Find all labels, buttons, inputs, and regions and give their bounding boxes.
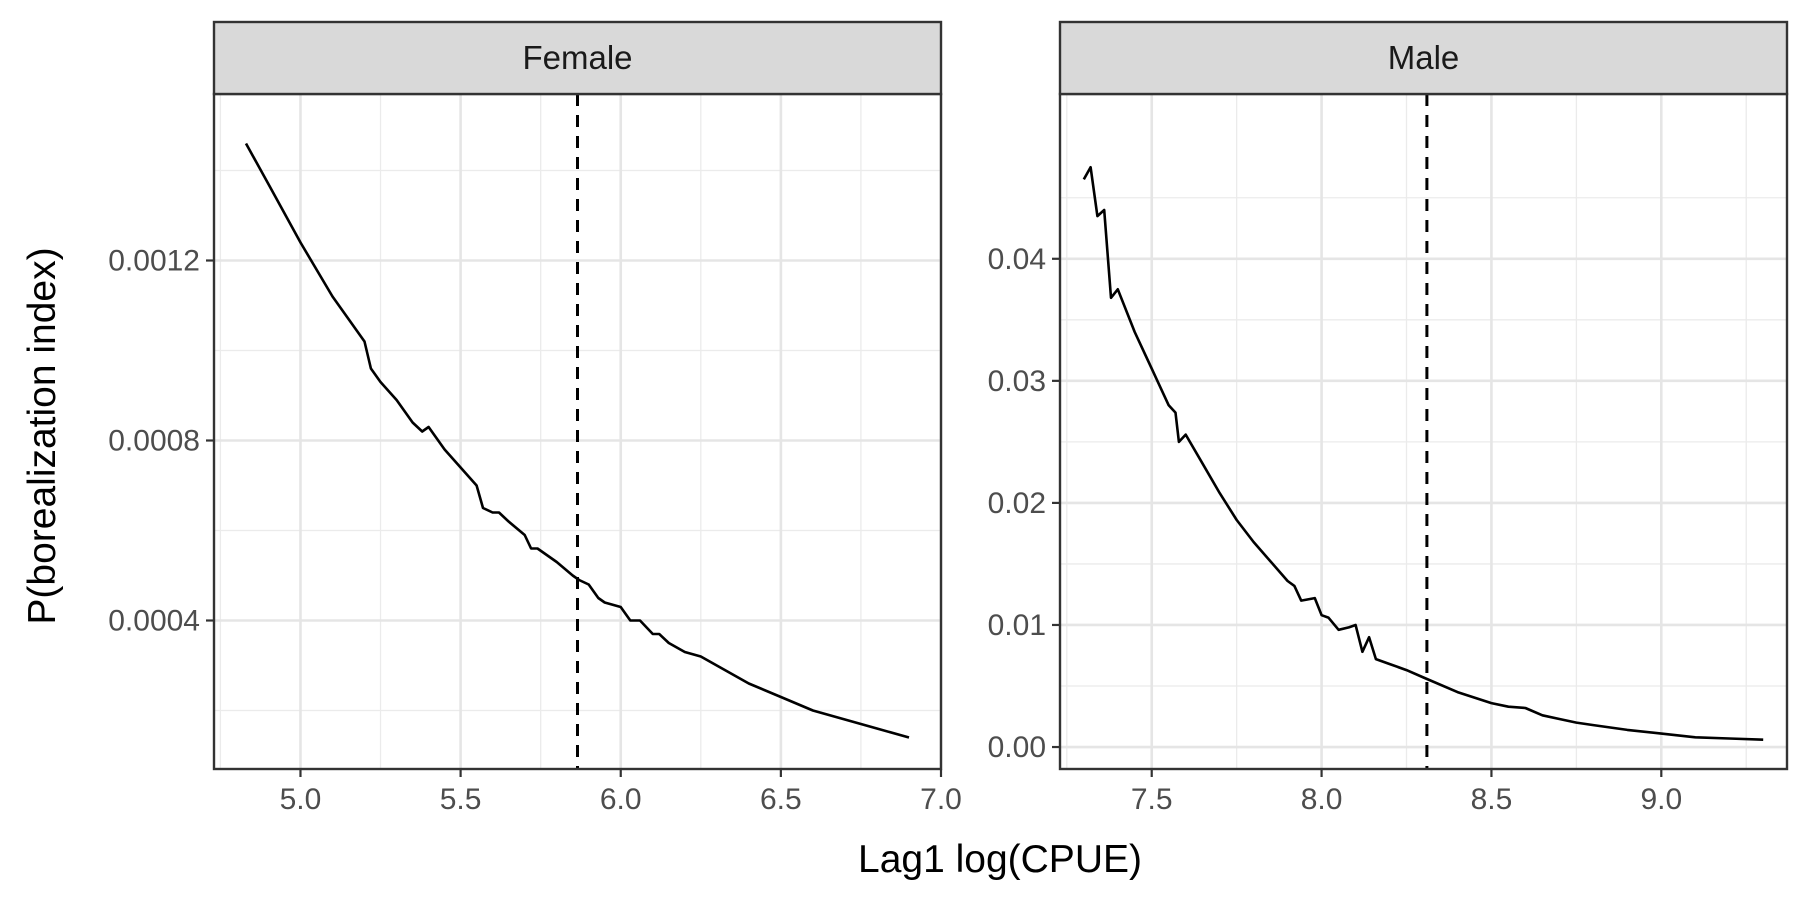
x-tick-label: 7.5 bbox=[1131, 783, 1173, 816]
x-tick-label: 5.5 bbox=[440, 783, 482, 816]
y-tick-label: 0.01 bbox=[988, 609, 1046, 642]
facet-label-female: Female bbox=[522, 39, 632, 76]
facet-strip-female bbox=[212, 20, 943, 96]
plot-background-male bbox=[1060, 94, 1787, 769]
gridlines-male bbox=[1060, 94, 1787, 769]
y-tick-label: 0.0004 bbox=[108, 605, 200, 638]
x-tick-label: 6.0 bbox=[600, 783, 642, 816]
x-tick-label: 7.0 bbox=[920, 783, 962, 816]
panel-male: Male 7.5 8.0 8.5 9.0 0.00 0.01 0.02 0.03 0.04 bbox=[988, 20, 1789, 816]
y-tick-label: 0.0012 bbox=[108, 245, 200, 278]
y-axis-title: P(borealization index) bbox=[21, 247, 64, 624]
x-tick-label: 9.0 bbox=[1640, 783, 1682, 816]
x-tick-label: 8.5 bbox=[1471, 783, 1513, 816]
series-line-female bbox=[244, 142, 910, 739]
panel-female: Female 5.0 5.5 6.0 6.5 7.0 0.0004 0.0008 0.0012 bbox=[108, 20, 962, 816]
series-line-male bbox=[1082, 165, 1764, 741]
x-tick-label: 6.5 bbox=[760, 783, 802, 816]
x-axis-title: Lag1 log(CPUE) bbox=[858, 838, 1142, 881]
y-tick-label: 0.00 bbox=[988, 731, 1046, 764]
facet-label-male: Male bbox=[1388, 39, 1460, 76]
y-tick-label: 0.0008 bbox=[108, 425, 200, 458]
y-tick-label: 0.03 bbox=[988, 365, 1046, 398]
x-tick-label: 8.0 bbox=[1301, 783, 1343, 816]
y-tick-label: 0.04 bbox=[988, 243, 1046, 276]
x-tick-label: 5.0 bbox=[280, 783, 322, 816]
facet-strip-male bbox=[1058, 20, 1789, 96]
y-tick-label: 0.02 bbox=[988, 487, 1046, 520]
